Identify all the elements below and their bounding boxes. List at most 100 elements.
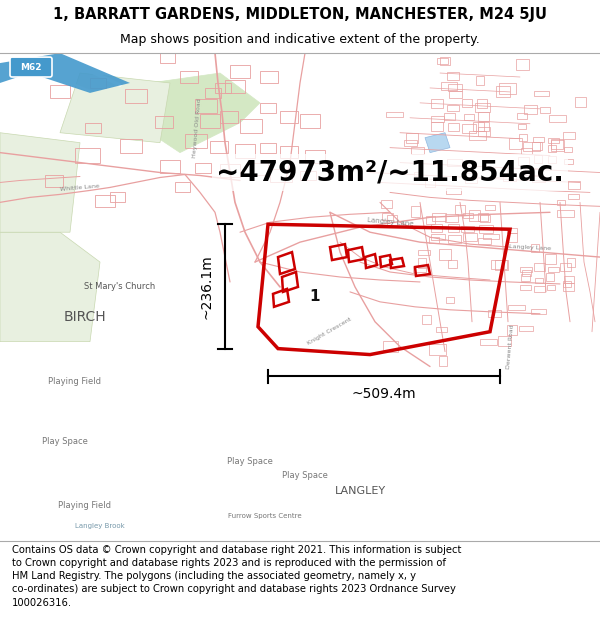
Bar [548,138,559,142]
Bar [448,224,459,232]
Bar [230,65,250,78]
Bar [220,111,238,123]
Bar [488,310,501,317]
Bar [524,105,537,114]
Polygon shape [60,73,170,142]
Text: Playing Field: Playing Field [49,377,101,386]
Bar [431,234,445,240]
Bar [563,132,575,139]
Bar [518,124,526,129]
Bar [575,97,586,107]
Bar [533,137,544,142]
Bar [300,171,316,181]
Bar [425,179,435,188]
Bar [480,215,490,222]
Bar [531,244,539,252]
Bar [125,89,147,103]
Bar [260,71,278,83]
Bar [431,224,442,232]
Bar [483,234,499,239]
Bar [549,115,566,122]
Text: ~236.1m: ~236.1m [200,254,214,319]
Bar [411,147,424,154]
Bar [469,131,486,139]
Bar [480,339,497,344]
Bar [85,122,101,132]
Bar [521,148,532,154]
Text: Knight Crescent: Knight Crescent [307,317,353,346]
Bar [496,86,510,97]
Bar [120,139,142,152]
Bar [270,169,292,182]
Bar [383,341,398,352]
Bar [532,176,545,182]
Bar [534,263,545,271]
Bar [547,285,555,290]
Bar [160,53,175,63]
Bar [386,112,403,117]
Text: Heywood Old Road: Heywood Old Road [192,98,202,158]
Bar [465,173,477,184]
Bar [220,164,240,177]
Bar [215,83,231,93]
Bar [440,57,450,65]
Bar [305,149,325,162]
Bar [175,182,190,192]
Text: Play Space: Play Space [282,471,328,481]
Bar [300,114,320,128]
Bar [95,196,115,208]
Bar [495,260,508,270]
Bar [439,356,447,366]
Polygon shape [0,132,80,232]
Text: ~509.4m: ~509.4m [352,388,416,401]
Bar [260,103,276,113]
Text: Play Space: Play Space [42,437,88,446]
Bar [551,139,564,151]
Bar [455,206,465,214]
Bar [469,211,480,221]
Bar [520,267,532,272]
Text: Langley Lane: Langley Lane [367,217,413,227]
Bar [426,216,435,224]
Bar [436,327,447,332]
Bar [525,168,538,174]
Bar [431,116,444,122]
Bar [432,213,446,221]
Bar [540,107,550,113]
Bar [477,99,487,108]
Bar [568,194,579,199]
Text: Playing Field: Playing Field [59,501,112,510]
Bar [406,132,418,142]
Text: M62: M62 [20,62,42,71]
Bar [532,142,542,149]
Bar [429,237,439,243]
Bar [503,173,516,181]
Bar [478,127,490,136]
Bar [225,80,245,93]
Bar [463,233,477,241]
Bar [110,192,125,202]
Bar [250,162,268,174]
Bar [437,58,448,64]
Bar [446,188,461,194]
Bar [447,72,459,80]
Bar [446,297,454,303]
Bar [516,59,529,70]
Bar [461,226,474,232]
Bar [413,267,426,272]
Text: Contains OS data © Crown copyright and database right 2021. This information is : Contains OS data © Crown copyright and d… [12,545,461,608]
Bar [499,83,516,94]
Text: Furrow Sports Centre: Furrow Sports Centre [228,512,302,519]
Bar [200,114,220,128]
Bar [260,142,276,152]
Bar [431,99,443,108]
Bar [517,113,527,119]
Bar [560,263,571,271]
Bar [411,206,420,217]
Bar [507,228,517,233]
Bar [522,270,531,276]
Bar [205,88,221,98]
FancyBboxPatch shape [10,57,52,77]
Bar [485,206,495,211]
Bar [534,154,542,162]
